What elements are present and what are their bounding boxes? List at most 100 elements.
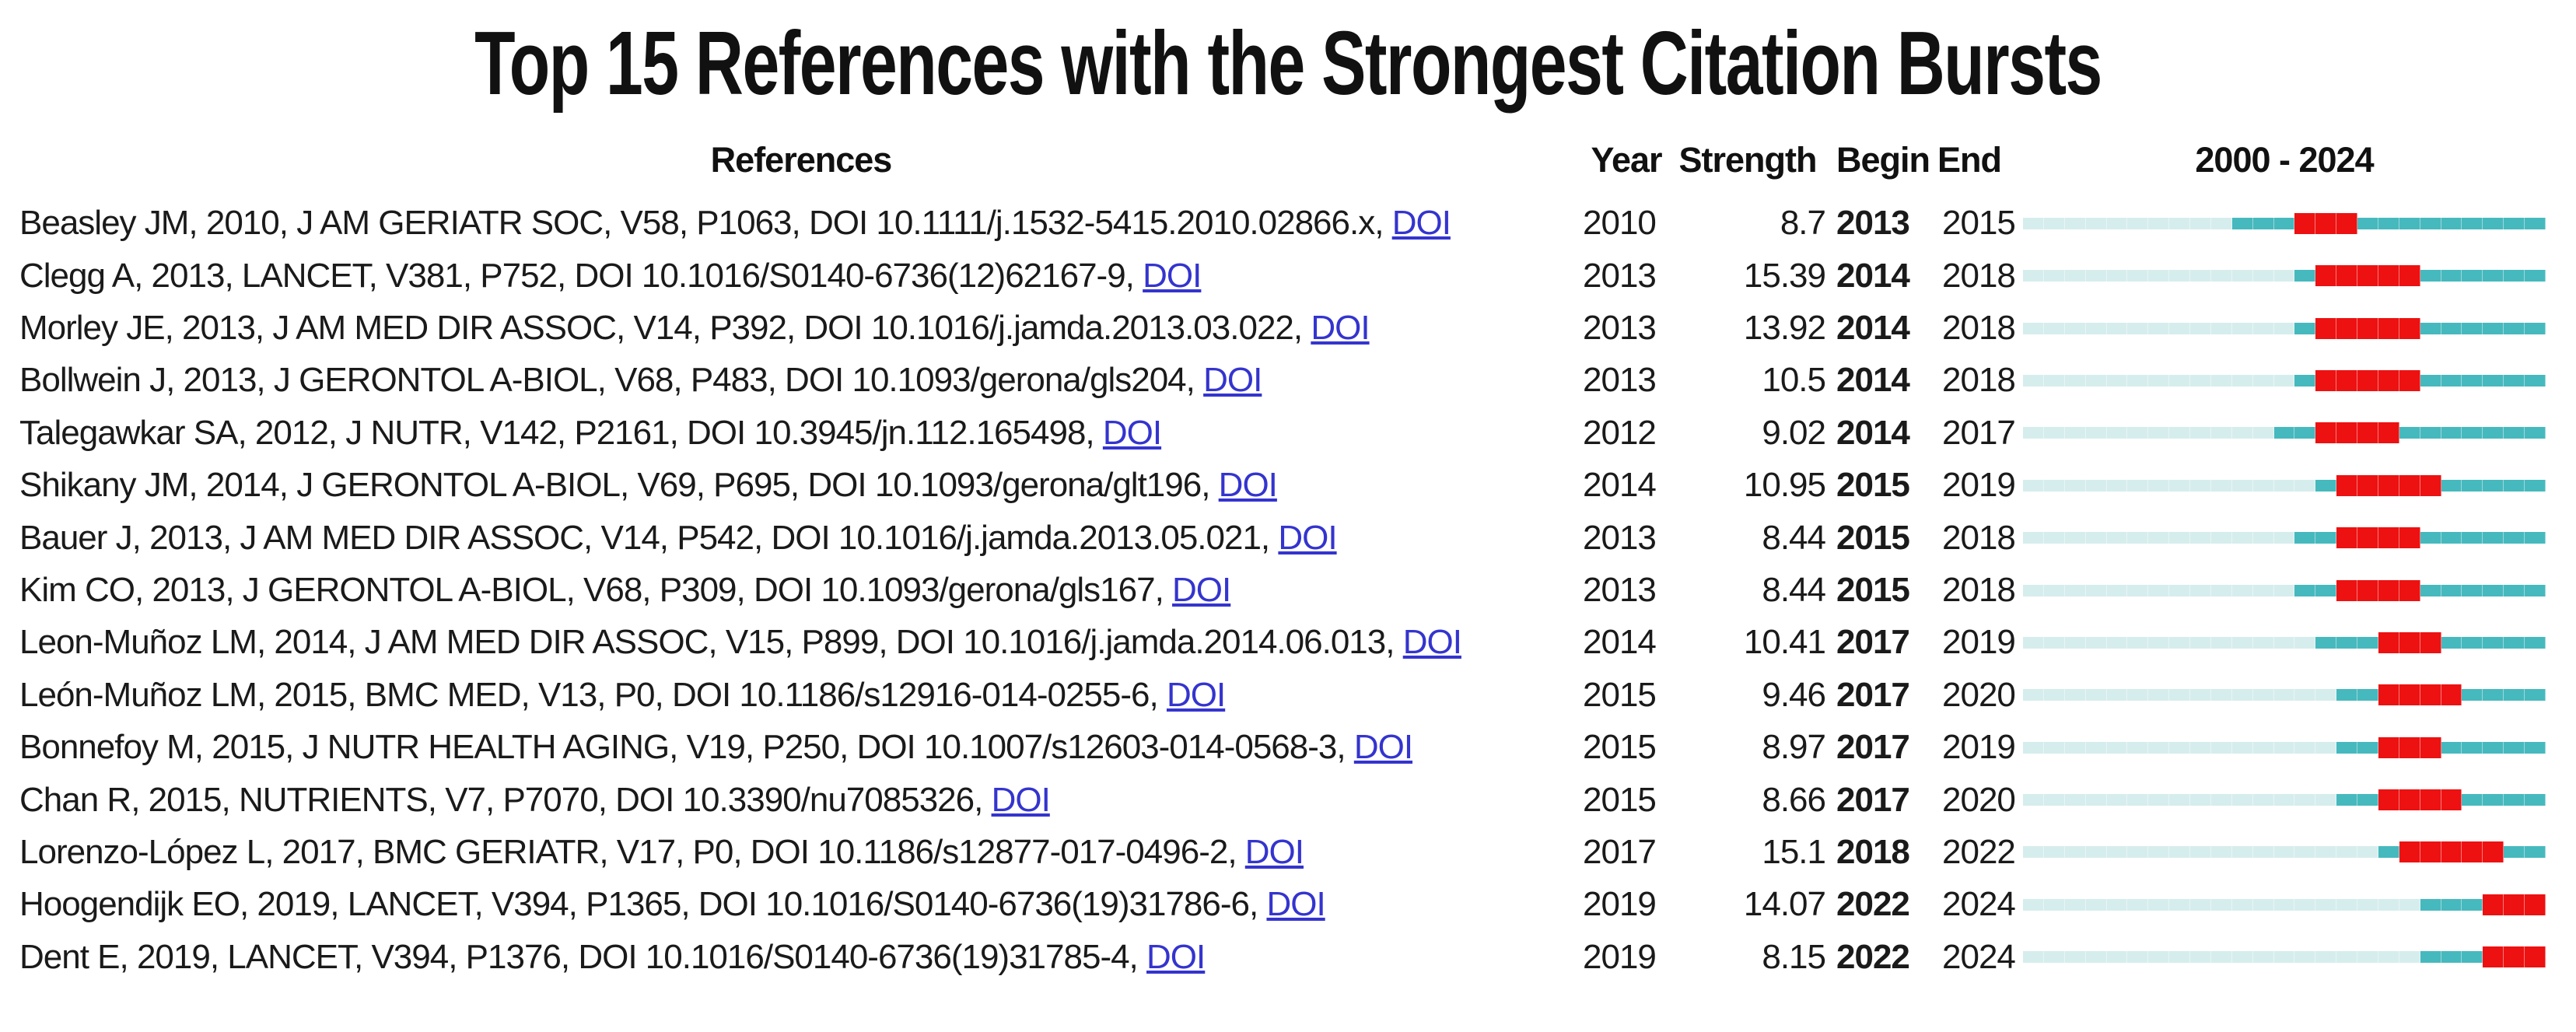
timeline-year-segment	[2525, 846, 2546, 859]
timeline-year-segment	[2294, 374, 2316, 387]
doi-link[interactable]: DOI	[1102, 413, 1162, 452]
strength-cell: 10.5	[1762, 361, 1826, 400]
doi-link[interactable]: DOI	[1402, 623, 1462, 662]
timeline-year-segment	[2378, 422, 2399, 444]
col-header-strength: Strength	[1678, 139, 1818, 180]
doi-link[interactable]: DOI	[991, 780, 1051, 819]
timeline-year-segment	[2441, 270, 2462, 282]
timeline-year-segment	[2378, 631, 2399, 653]
timeline-year-segment	[2252, 479, 2274, 492]
timeline-year-segment	[2190, 741, 2211, 754]
doi-link[interactable]: DOI	[1172, 571, 1231, 610]
strength-cell: 8.44	[1762, 571, 1826, 610]
doi-link[interactable]: DOI	[1244, 832, 1304, 871]
timeline-year-segment	[2064, 322, 2086, 334]
timeline-year-segment	[2231, 270, 2253, 282]
doi-link[interactable]: DOI	[1166, 675, 1226, 714]
strength-cell: 8.97	[1762, 728, 1826, 767]
timeline-year-segment	[2190, 322, 2211, 334]
timeline-year-segment	[2504, 217, 2525, 229]
timeline-year-segment	[2210, 479, 2232, 492]
timeline-year-segment	[2252, 636, 2274, 649]
doi-link[interactable]: DOI	[1218, 466, 1278, 505]
timeline-year-segment	[2023, 322, 2044, 334]
doi-link[interactable]: DOI	[1391, 204, 1451, 243]
timeline-year-segment	[2294, 212, 2316, 234]
reference-cell: Bauer J, 2013, J AM MED DIR ASSOC, V14, …	[0, 519, 1583, 558]
timeline-year-segment	[2336, 951, 2357, 964]
timeline-year-segment	[2106, 322, 2128, 334]
timeline-year-segment	[2043, 270, 2065, 282]
doi-link[interactable]: DOI	[1311, 309, 1370, 348]
timeline-year-segment	[2106, 951, 2128, 964]
timeline-year-segment	[2336, 794, 2357, 806]
timeline-year-segment	[2148, 584, 2170, 596]
timeline-year-segment	[2023, 636, 2044, 649]
timeline-year-segment	[2085, 898, 2107, 911]
timeline-year-segment	[2504, 584, 2525, 596]
timeline-year-segment	[2252, 374, 2274, 387]
timeline-year-segment	[2399, 369, 2420, 391]
timeline-year-segment	[2210, 741, 2232, 754]
timeline-year-segment	[2210, 427, 2232, 439]
timeline-year-segment	[2210, 217, 2232, 229]
timeline-year-segment	[2357, 636, 2378, 649]
timeline-year-segment	[2169, 217, 2190, 229]
timeline-year-segment	[2315, 898, 2337, 911]
timeline-year-segment	[2504, 374, 2525, 387]
doi-link[interactable]: DOI	[1353, 728, 1413, 767]
reference-text: Leon-Muñoz LM, 2014, J AM MED DIR ASSOC,…	[19, 623, 1395, 662]
doi-link[interactable]: DOI	[1146, 937, 1206, 976]
doi-link[interactable]: DOI	[1266, 885, 1325, 924]
table-body: Beasley JM, 2010, J AM GERIATR SOC, V58,…	[0, 198, 2576, 984]
timeline-year-segment	[2023, 898, 2044, 911]
doi-link[interactable]: DOI	[1203, 361, 1262, 400]
table-row: Leon-Muñoz LM, 2014, J AM MED DIR ASSOC,…	[0, 617, 2576, 669]
timeline-year-segment	[2273, 794, 2295, 806]
timeline-year-segment	[2210, 636, 2232, 649]
year-cell: 2012	[1583, 413, 1657, 452]
reference-cell: Beasley JM, 2010, J AM GERIATR SOC, V58,…	[0, 204, 1583, 243]
timeline-year-segment	[2273, 532, 2295, 544]
timeline-year-segment	[2043, 479, 2065, 492]
timeline-year-segment	[2462, 374, 2483, 387]
timeline-year-segment	[2085, 846, 2107, 859]
begin-cell: 2022	[1836, 885, 1910, 924]
timeline-year-segment	[2357, 265, 2378, 287]
timeline-year-segment	[2525, 479, 2546, 492]
reference-cell: Bollwein J, 2013, J GERONTOL A-BIOL, V68…	[0, 361, 1583, 400]
year-cell: 2013	[1583, 361, 1657, 400]
timeline-year-segment	[2148, 794, 2170, 806]
timeline-year-segment	[2085, 270, 2107, 282]
timeline-year-segment	[2441, 636, 2462, 649]
timeline-year-segment	[2043, 794, 2065, 806]
timeline-year-segment	[2023, 794, 2044, 806]
timeline-year-segment	[2525, 741, 2546, 754]
timeline-year-segment	[2169, 532, 2190, 544]
timeline-year-segment	[2085, 322, 2107, 334]
timeline-year-segment	[2023, 741, 2044, 754]
timeline-year-segment	[2399, 684, 2420, 706]
timeline-year-segment	[2525, 374, 2546, 387]
burst-timeline-bar	[2023, 527, 2546, 549]
timeline-year-segment	[2336, 422, 2357, 444]
timeline-year-segment	[2483, 841, 2504, 863]
timeline-year-segment	[2420, 736, 2441, 758]
timeline-year-segment	[2169, 374, 2190, 387]
timeline-year-segment	[2169, 741, 2190, 754]
timeline-year-segment	[2357, 317, 2378, 339]
timeline-year-segment	[2357, 951, 2378, 964]
doi-link[interactable]: DOI	[1278, 518, 1337, 557]
timeline-year-segment	[2148, 479, 2170, 492]
timeline-year-segment	[2231, 636, 2253, 649]
timeline-year-segment	[2483, 946, 2504, 968]
timeline-year-segment	[2441, 532, 2462, 544]
timeline-year-segment	[2315, 212, 2337, 234]
timeline-year-segment	[2106, 270, 2128, 282]
timeline-year-segment	[2357, 846, 2378, 859]
timeline-year-segment	[2252, 270, 2274, 282]
timeline-year-segment	[2462, 794, 2483, 806]
timeline-year-segment	[2231, 374, 2253, 387]
timeline-year-segment	[2294, 532, 2316, 544]
doi-link[interactable]: DOI	[1143, 256, 1202, 295]
